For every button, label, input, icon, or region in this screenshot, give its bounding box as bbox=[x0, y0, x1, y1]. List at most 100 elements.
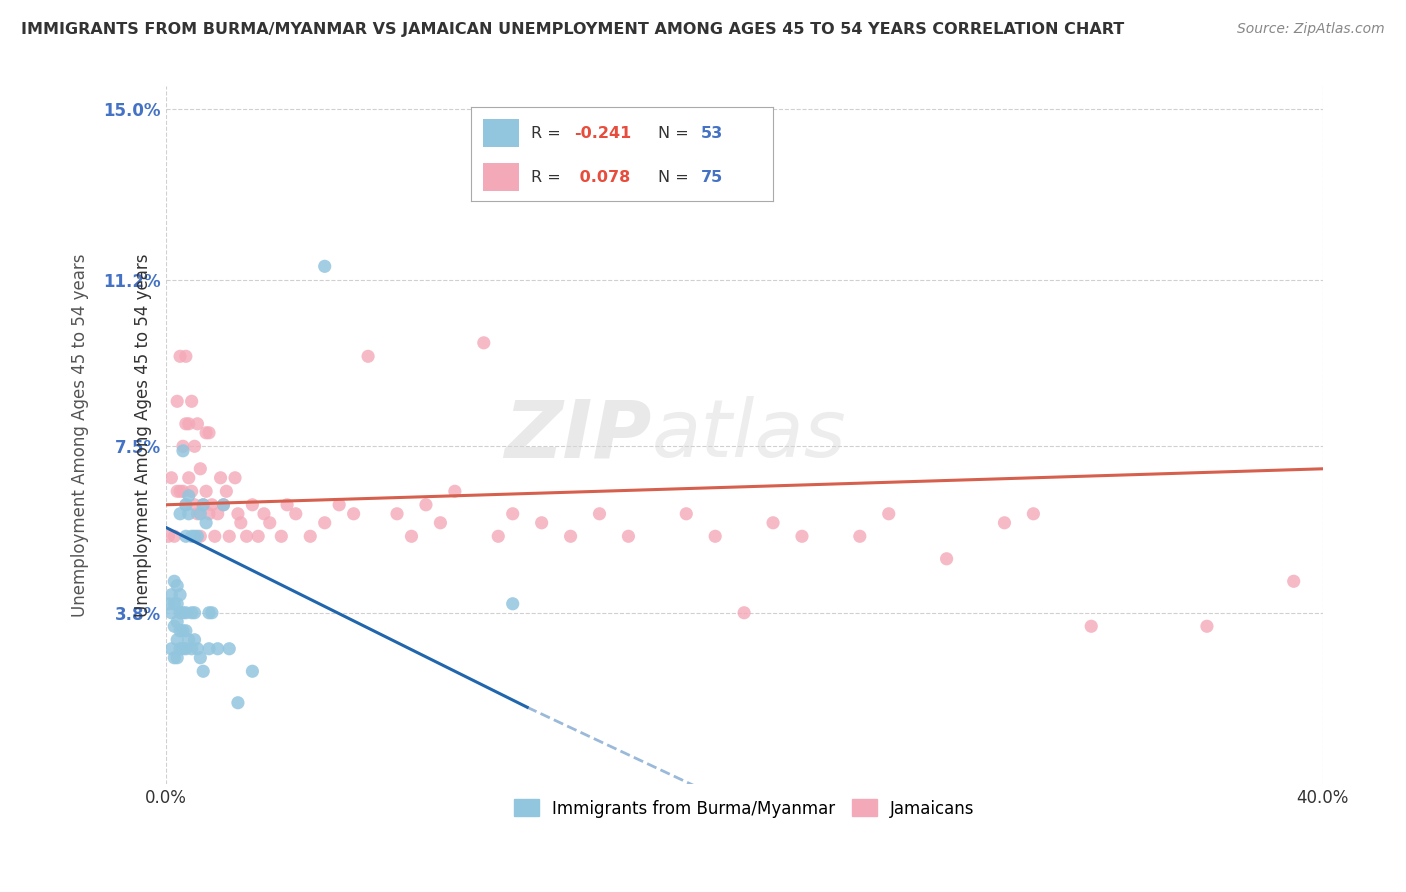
Text: R =: R = bbox=[531, 169, 567, 185]
Point bbox=[195, 516, 218, 530]
Point bbox=[247, 529, 270, 543]
Point bbox=[157, 529, 180, 543]
Point bbox=[174, 529, 197, 543]
Text: 75: 75 bbox=[700, 169, 723, 185]
Point bbox=[169, 624, 191, 638]
Point bbox=[186, 417, 208, 431]
Point bbox=[172, 484, 194, 499]
Point bbox=[183, 606, 205, 620]
Point bbox=[204, 529, 226, 543]
Point bbox=[226, 507, 249, 521]
Point bbox=[177, 471, 200, 485]
Point bbox=[733, 606, 755, 620]
Point bbox=[212, 498, 235, 512]
Point bbox=[174, 641, 197, 656]
Text: N =: N = bbox=[658, 169, 695, 185]
Point bbox=[180, 484, 202, 499]
Point bbox=[415, 498, 437, 512]
Text: ZIP: ZIP bbox=[505, 396, 651, 474]
Point bbox=[188, 650, 211, 665]
Point bbox=[172, 624, 194, 638]
Point bbox=[169, 641, 191, 656]
Legend: Immigrants from Burma/Myanmar, Jamaicans: Immigrants from Burma/Myanmar, Jamaicans bbox=[508, 793, 981, 824]
Point bbox=[174, 624, 197, 638]
Point bbox=[169, 484, 191, 499]
Point bbox=[186, 641, 208, 656]
Point bbox=[530, 516, 553, 530]
Point bbox=[207, 507, 229, 521]
Point bbox=[157, 597, 180, 611]
Point bbox=[259, 516, 281, 530]
Point bbox=[242, 665, 264, 679]
Y-axis label: Unemployment Among Ages 45 to 54 years: Unemployment Among Ages 45 to 54 years bbox=[72, 253, 89, 616]
Text: R =: R = bbox=[531, 126, 567, 141]
Text: 0.078: 0.078 bbox=[574, 169, 630, 185]
Point bbox=[172, 606, 194, 620]
Point bbox=[160, 588, 183, 602]
Point bbox=[160, 606, 183, 620]
Point bbox=[188, 462, 211, 476]
Point bbox=[429, 516, 451, 530]
Point bbox=[385, 507, 408, 521]
Point bbox=[299, 529, 322, 543]
Text: IMMIGRANTS FROM BURMA/MYANMAR VS JAMAICAN UNEMPLOYMENT AMONG AGES 45 TO 54 YEARS: IMMIGRANTS FROM BURMA/MYANMAR VS JAMAICA… bbox=[21, 22, 1125, 37]
Point bbox=[704, 529, 727, 543]
Point bbox=[617, 529, 640, 543]
Point bbox=[163, 574, 186, 589]
Point bbox=[201, 606, 224, 620]
Point bbox=[169, 588, 191, 602]
Point bbox=[201, 498, 224, 512]
Point bbox=[174, 349, 197, 363]
Point bbox=[215, 484, 238, 499]
Point bbox=[675, 507, 697, 521]
Point bbox=[169, 349, 191, 363]
Point bbox=[180, 641, 202, 656]
Point bbox=[877, 507, 900, 521]
Point bbox=[174, 498, 197, 512]
Point bbox=[444, 484, 467, 499]
Point bbox=[218, 529, 240, 543]
Point bbox=[276, 498, 298, 512]
Point bbox=[166, 484, 188, 499]
Point bbox=[198, 606, 221, 620]
Point bbox=[174, 498, 197, 512]
Point bbox=[1080, 619, 1102, 633]
Point bbox=[229, 516, 252, 530]
Point bbox=[183, 498, 205, 512]
Point bbox=[180, 606, 202, 620]
Bar bbox=[484, 163, 519, 191]
Point bbox=[177, 632, 200, 647]
Point bbox=[401, 529, 423, 543]
Point bbox=[314, 260, 336, 274]
Point bbox=[198, 425, 221, 440]
Point bbox=[762, 516, 785, 530]
Point bbox=[284, 507, 307, 521]
Point bbox=[163, 529, 186, 543]
Point bbox=[169, 507, 191, 521]
Text: N =: N = bbox=[658, 126, 695, 141]
Point bbox=[188, 529, 211, 543]
Point bbox=[224, 471, 246, 485]
Point bbox=[169, 606, 191, 620]
Point bbox=[486, 529, 509, 543]
Point bbox=[560, 529, 582, 543]
Point bbox=[177, 417, 200, 431]
Point bbox=[186, 507, 208, 521]
Point bbox=[218, 641, 240, 656]
Point bbox=[163, 597, 186, 611]
Point bbox=[502, 597, 524, 611]
Point bbox=[209, 471, 232, 485]
Point bbox=[343, 507, 366, 521]
Point bbox=[188, 507, 211, 521]
Point bbox=[163, 619, 186, 633]
Point bbox=[163, 650, 186, 665]
Point bbox=[935, 551, 957, 566]
Y-axis label: Unemployment Among Ages 45 to 54 years: Unemployment Among Ages 45 to 54 years bbox=[134, 253, 152, 616]
Point bbox=[160, 471, 183, 485]
Point bbox=[166, 394, 188, 409]
Point bbox=[790, 529, 813, 543]
Point bbox=[166, 632, 188, 647]
Point bbox=[1282, 574, 1305, 589]
Text: 53: 53 bbox=[700, 126, 723, 141]
Point bbox=[1195, 619, 1218, 633]
